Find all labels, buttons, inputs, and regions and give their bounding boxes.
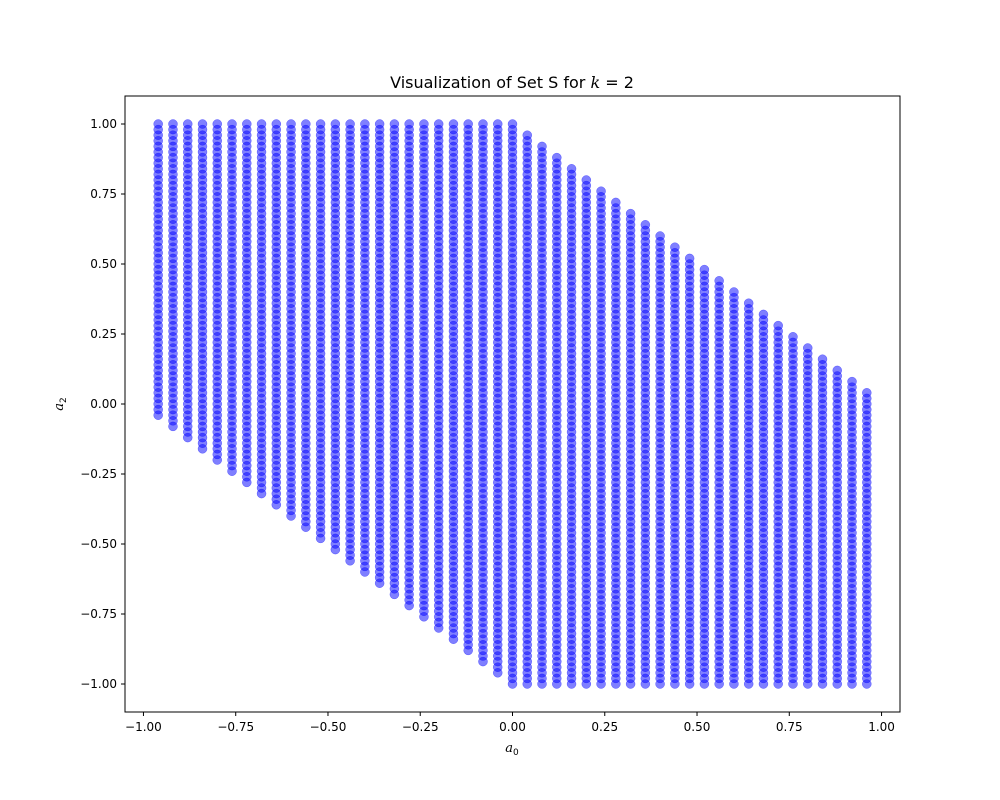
x-tick-label: 1.00 xyxy=(868,720,895,734)
data-point xyxy=(743,298,754,308)
data-point xyxy=(168,119,178,129)
y-tick-label: 0.75 xyxy=(90,187,117,201)
data-point xyxy=(758,309,769,320)
data-point xyxy=(684,253,695,264)
data-point xyxy=(862,388,872,398)
x-tick-label: −0.50 xyxy=(310,720,347,734)
data-point xyxy=(419,119,429,129)
data-point xyxy=(640,220,651,230)
data-point xyxy=(463,119,473,129)
x-axis-label-subscript: 0 xyxy=(513,748,519,758)
data-point xyxy=(611,197,621,208)
x-axis-label-base: a xyxy=(505,741,513,756)
data-point xyxy=(227,119,237,129)
y-tick-label: −0.50 xyxy=(80,537,117,551)
y-tick-label: 1.00 xyxy=(90,117,117,131)
x-tick-label: 0.50 xyxy=(684,720,711,734)
y-tick-label: 0.25 xyxy=(90,327,117,341)
data-point xyxy=(773,320,783,331)
y-tick-label: 0.00 xyxy=(90,397,117,411)
x-tick-label: 0.75 xyxy=(776,720,803,734)
data-point xyxy=(271,119,282,129)
title-suffix: = 2 xyxy=(600,73,634,92)
data-point xyxy=(699,264,710,275)
data-point xyxy=(492,119,503,129)
x-tick-label: −1.00 xyxy=(125,720,162,734)
data-point xyxy=(345,119,355,129)
y-axis-label-subscript: 2 xyxy=(59,397,69,403)
data-point xyxy=(522,130,533,140)
data-point xyxy=(153,119,163,129)
data-point xyxy=(286,119,296,129)
data-point xyxy=(729,287,739,297)
data-point xyxy=(832,365,843,376)
data-point xyxy=(197,119,208,129)
data-point xyxy=(507,119,518,129)
data-point xyxy=(301,119,311,129)
y-tick-label: 0.50 xyxy=(90,257,117,271)
x-tick-label: −0.25 xyxy=(402,720,439,734)
data-point xyxy=(537,141,547,152)
data-points xyxy=(153,119,872,689)
data-point xyxy=(788,332,798,342)
data-point xyxy=(360,119,370,129)
data-point xyxy=(315,119,326,129)
data-point xyxy=(655,231,665,241)
x-tick-label: 0.00 xyxy=(499,720,526,734)
data-point xyxy=(256,119,267,129)
data-point xyxy=(625,208,636,219)
y-tick-label: −0.75 xyxy=(80,607,117,621)
chart-title: Visualization of Set S for k = 2 xyxy=(390,73,634,92)
y-tick-label: −1.00 xyxy=(80,677,117,691)
data-point xyxy=(847,376,857,387)
data-point xyxy=(433,119,444,129)
data-point xyxy=(817,354,828,364)
data-point xyxy=(478,119,488,129)
data-point xyxy=(242,119,252,129)
data-point xyxy=(404,119,414,129)
title-variable: k xyxy=(590,73,600,92)
data-point xyxy=(566,164,577,174)
data-point xyxy=(389,119,400,129)
data-point xyxy=(714,276,724,286)
data-point xyxy=(670,242,680,252)
data-point xyxy=(330,119,341,129)
title-prefix: Visualization of Set S for xyxy=(390,73,590,92)
y-axis-label-base: a xyxy=(52,403,67,411)
data-point xyxy=(552,152,562,163)
x-tick-label: −0.75 xyxy=(217,720,254,734)
data-point xyxy=(581,175,592,185)
data-point xyxy=(802,343,813,353)
x-tick-label: 0.25 xyxy=(591,720,618,734)
data-point xyxy=(212,119,223,129)
data-point xyxy=(182,119,193,129)
data-point xyxy=(448,119,459,129)
data-point xyxy=(374,119,385,129)
y-tick-label: −0.25 xyxy=(80,467,117,481)
data-point xyxy=(596,186,606,196)
